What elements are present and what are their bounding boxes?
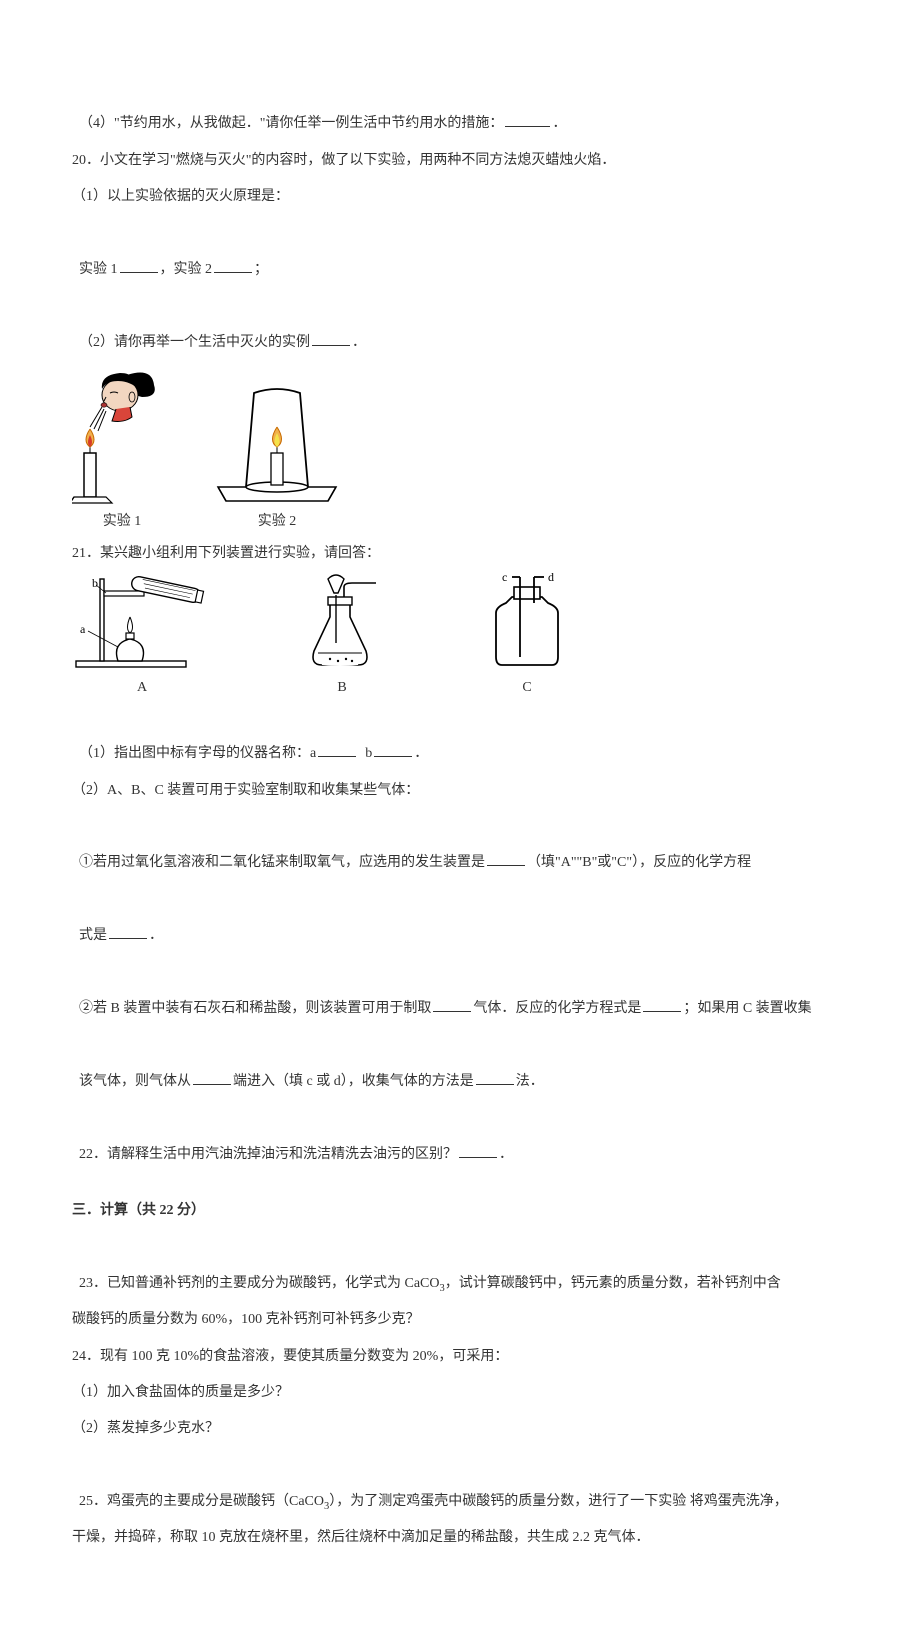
q20-p1: （1）以上实验依据的灭火原理是：: [72, 179, 848, 215]
q21-figures: b a A B: [72, 573, 848, 700]
label-a: a: [80, 622, 86, 636]
text: 23．已知普通补钙剂的主要成分为碳酸钙，化学式为 CaCO: [79, 1276, 440, 1291]
q24: 24．现有 100 克 10%的食盐溶液，要使其质量分数变为 20%，可采用：: [72, 1339, 848, 1375]
q20-intro: 20．小文在学习"燃烧与灭火"的内容时，做了以下实验，用两种不同方法熄灭蜡烛火焰…: [72, 143, 848, 179]
text: （1）指出图中标有字母的仪器名称：a: [79, 746, 316, 761]
q21-p1: （1）指出图中标有字母的仪器名称：a b ．: [72, 700, 848, 773]
cover-candle-drawing: [212, 367, 342, 507]
q21-figC: c d C: [472, 573, 582, 700]
blank: [505, 112, 550, 127]
q21-p2b: ②若 B 装置中装有石灰石和稀盐酸，则该装置可用于制取 气体．反应的化学方程式是 ；…: [72, 955, 848, 1028]
q21-p2b2: 该气体，则气体从 端进入（填 c 或 d），收集气体的方法是 法．: [72, 1027, 848, 1100]
q20-cap1: 实验 1: [103, 509, 142, 534]
blank: [476, 1070, 514, 1085]
apparatus-b-drawing: [292, 573, 392, 673]
q21-capC: C: [522, 675, 531, 700]
text: ），为了测定鸡蛋壳中碳酸钙的质量分数，进行了一下实验 将鸡蛋壳洗净，: [329, 1494, 788, 1509]
blank: [312, 331, 350, 346]
q21-p2a: ①若用过氧化氢溶液和二氧化锰来制取氧气，应选用的发生装置是 （填"A""B"或"C…: [72, 809, 848, 882]
text: 气体．反应的化学方程式是: [473, 1001, 641, 1016]
q21-intro: 21．某兴趣小组利用下列装置进行实验，请回答：: [72, 536, 848, 572]
blank: [487, 851, 525, 866]
text: 22．请解释生活中用汽油洗掉油污和洗洁精洗去油污的区别？: [79, 1147, 457, 1162]
q20-figures: 实验 1 实验 2: [72, 367, 848, 534]
blank: [109, 924, 147, 939]
q20-p2: （2）请你再举一个生活中灭火的实例 ．: [72, 288, 848, 361]
text: （2）请你再举一个生活中灭火的实例: [79, 335, 310, 350]
text: ．: [414, 746, 428, 761]
blank: [193, 1070, 231, 1085]
apparatus-a-drawing: b a: [72, 573, 212, 673]
text: 25．鸡蛋壳的主要成分是碳酸钙（CaCO: [79, 1494, 324, 1509]
blank: [374, 742, 412, 757]
text: 式是: [79, 928, 107, 943]
text: ．: [499, 1147, 513, 1162]
text: ．: [149, 928, 163, 943]
blank: [433, 997, 471, 1012]
q20-fig1: 实验 1: [72, 367, 172, 534]
text: ①若用过氧化氢溶液和二氧化锰来制取氧气，应选用的发生装置是: [79, 855, 485, 870]
text: ；: [254, 262, 268, 277]
q21-figA: b a A: [72, 573, 212, 700]
text: 法．: [516, 1074, 544, 1089]
blow-candle-drawing: [72, 367, 172, 507]
q21-capA: A: [137, 675, 147, 700]
q23: 23．已知普通补钙剂的主要成分为碳酸钙，化学式为 CaCO3，试计算碳酸钙中，钙…: [72, 1229, 848, 1302]
text: 该气体，则气体从: [79, 1074, 191, 1089]
q20-p1b: 实验 1 ，实验 2 ；: [72, 216, 848, 289]
text: ，试计算碳酸钙中，钙元素的质量分数，若补钙剂中含: [445, 1276, 781, 1291]
q21-p2: （2）A、B、C 装置可用于实验室制取和收集某些气体：: [72, 773, 848, 809]
blank: [459, 1143, 497, 1158]
label-b: b: [92, 576, 98, 590]
q25: 25．鸡蛋壳的主要成分是碳酸钙（CaCO3），为了测定鸡蛋壳中碳酸钙的质量分数，…: [72, 1448, 848, 1521]
q19-4-suffix: ．: [552, 116, 566, 131]
q22: 22．请解释生活中用汽油洗掉油污和洗洁精洗去油污的区别？ ．: [72, 1100, 848, 1173]
text: ．: [352, 335, 366, 350]
q21-capB: B: [337, 675, 346, 700]
q25-cont: 干燥，并捣碎，称取 10 克放在烧杯里，然后往烧杯中滴加足量的稀盐酸，共生成 2…: [72, 1520, 848, 1556]
blank: [214, 258, 252, 273]
blank: [643, 997, 681, 1012]
q21-p2a2: 式是 ．: [72, 882, 848, 955]
q20-cap2: 实验 2: [258, 509, 297, 534]
q20-fig2: 实验 2: [212, 367, 342, 534]
q24-1: （1）加入食盐固体的质量是多少？: [72, 1375, 848, 1411]
text: ，实验 2: [160, 262, 213, 277]
text: 端进入（填 c 或 d），收集气体的方法是: [233, 1074, 474, 1089]
blank: [318, 742, 356, 757]
text: ②若 B 装置中装有石灰石和稀盐酸，则该装置可用于制取: [79, 1001, 431, 1016]
q19-4: （4）"节约用水，从我做起．"请你任举一例生活中节约用水的措施： ．: [72, 70, 848, 143]
label-c: c: [502, 573, 507, 584]
q23-cont: 碳酸钙的质量分数为 60%，100 克补钙剂可补钙多少克？: [72, 1302, 848, 1338]
q21-figB: B: [292, 573, 392, 700]
section-3-heading: 三．计算（共 22 分）: [72, 1193, 848, 1229]
text: （填"A""B"或"C"），反应的化学方程: [527, 855, 751, 870]
q19-4-prefix: （4）"节约用水，从我做起．"请你任举一例生活中节约用水的措施：: [79, 116, 503, 131]
apparatus-c-drawing: c d: [472, 573, 582, 673]
text: b: [358, 746, 372, 761]
q24-2: （2）蒸发掉多少克水？: [72, 1411, 848, 1447]
blank: [120, 258, 158, 273]
text: 实验 1: [79, 262, 118, 277]
text: ；如果用 C 装置收集: [683, 1001, 811, 1016]
label-d: d: [548, 573, 554, 584]
